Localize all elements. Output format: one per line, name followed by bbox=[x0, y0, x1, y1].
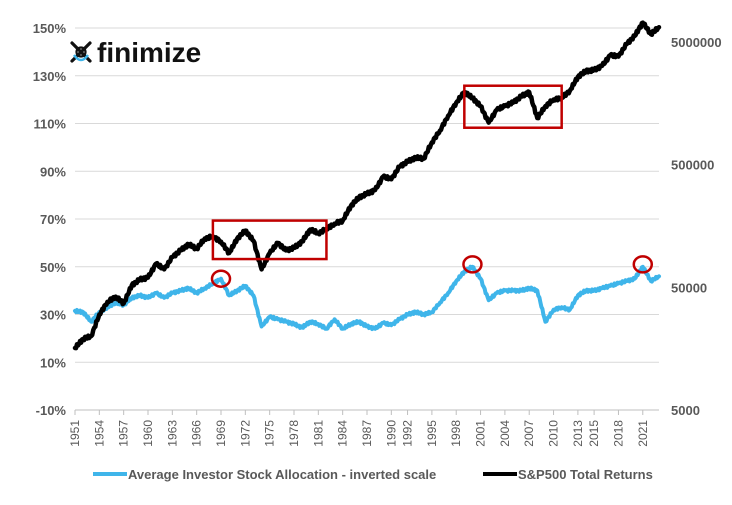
x-axis: 1951 1954 1957 1960 1963 1966 1969 1972 1975 1978… bbox=[68, 409, 659, 447]
finimize-logo-icon bbox=[70, 41, 92, 63]
x-tick-label: 1992 bbox=[401, 420, 415, 447]
x-tick-label: 2021 bbox=[636, 420, 650, 447]
finimize-logo: finimize bbox=[70, 37, 201, 68]
highlight-circle bbox=[210, 269, 232, 288]
x-tick-label: 2010 bbox=[547, 420, 561, 447]
highlight-circle bbox=[462, 255, 483, 274]
x-tick-label: 2007 bbox=[522, 420, 536, 447]
x-tick-label: 1957 bbox=[117, 420, 131, 447]
left-tick-label: 90% bbox=[40, 164, 66, 179]
x-tick-label: 1981 bbox=[311, 420, 325, 447]
left-tick-label: 150% bbox=[33, 21, 67, 36]
x-tick-label: 1960 bbox=[141, 420, 155, 447]
left-axis-ticks: -10% 10% 30% 50% 70% 90% 110% 130% 150% bbox=[33, 21, 67, 418]
highlight-box bbox=[211, 219, 328, 261]
x-tick-label: 1969 bbox=[214, 420, 228, 447]
left-tick-label: 50% bbox=[40, 260, 66, 275]
annotation-layer bbox=[210, 84, 654, 288]
left-tick-label: 130% bbox=[33, 69, 67, 84]
x-tick-label: 1975 bbox=[263, 420, 277, 447]
highlight-circle bbox=[632, 255, 654, 274]
x-tick-label: 2004 bbox=[498, 420, 512, 447]
right-tick-label: 5000000 bbox=[671, 35, 722, 50]
legend-label-sp500: S&P500 Total Returns bbox=[518, 467, 653, 482]
x-tick-label: 1984 bbox=[336, 420, 350, 447]
left-tick-label: 30% bbox=[40, 308, 66, 323]
x-tick-label: 1954 bbox=[92, 420, 106, 447]
series-line-allocation bbox=[73, 264, 661, 332]
left-tick-label: 70% bbox=[40, 212, 66, 227]
x-tick-label: 1978 bbox=[287, 420, 301, 447]
left-tick-label: -10% bbox=[36, 403, 67, 418]
right-tick-label: 50000 bbox=[671, 280, 707, 295]
x-tick-label: 1966 bbox=[190, 420, 204, 447]
x-tick-label: 1963 bbox=[165, 420, 179, 447]
brand-name: finimize bbox=[97, 37, 201, 68]
legend-label-allocation: Average Investor Stock Allocation - inve… bbox=[128, 467, 436, 482]
x-tick-label: 2018 bbox=[611, 420, 625, 447]
highlight-box bbox=[463, 84, 563, 129]
right-tick-label: 500000 bbox=[671, 158, 714, 173]
x-tick-label: 1951 bbox=[68, 420, 82, 447]
left-tick-label: 110% bbox=[33, 117, 66, 132]
x-tick-label: 2001 bbox=[474, 420, 488, 447]
x-tick-label: 1987 bbox=[360, 420, 374, 447]
x-tick-label: 1990 bbox=[384, 420, 398, 447]
left-tick-label: 10% bbox=[40, 355, 66, 370]
x-tick-label: 2015 bbox=[587, 420, 601, 447]
right-tick-label: 5000 bbox=[671, 403, 700, 418]
x-tick-label: 1998 bbox=[449, 420, 463, 447]
right-axis-ticks: 5000 50000 500000 5000000 bbox=[671, 35, 722, 418]
x-tick-label: 1995 bbox=[425, 420, 439, 447]
x-tick-label: 2013 bbox=[571, 420, 585, 447]
x-tick-label: 1972 bbox=[238, 420, 252, 447]
legend: Average Investor Stock Allocation - inve… bbox=[93, 467, 653, 482]
